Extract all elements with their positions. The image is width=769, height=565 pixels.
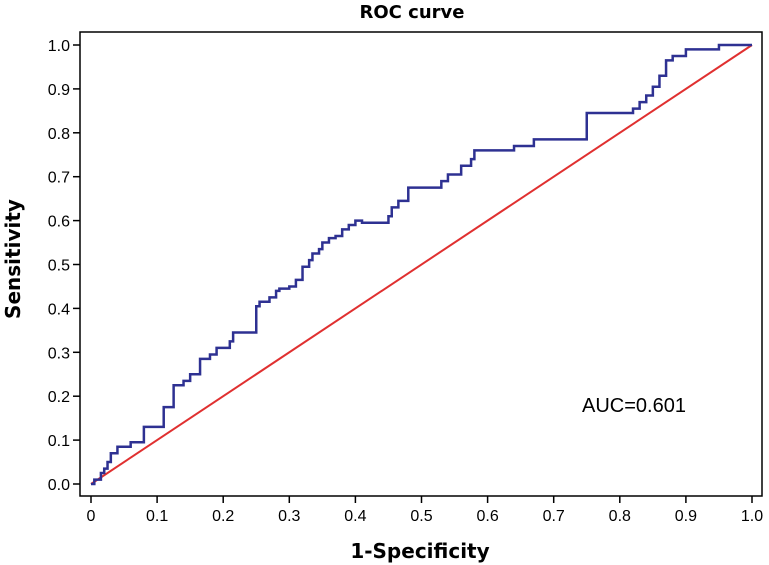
chart-title: ROC curve <box>360 2 465 23</box>
y-axis-ticks: 0.0 0.1 0.2 0.3 0.4 0.5 0.6 0.7 0.8 0.9 1.0 <box>48 38 80 494</box>
x-tick-label: 0.2 <box>212 508 234 525</box>
y-tick-label: 1.0 <box>48 38 70 55</box>
x-axis-label: 1-Specificity <box>350 539 489 563</box>
x-tick-label: 0.1 <box>146 508 168 525</box>
y-tick-label: 0.9 <box>48 82 70 99</box>
y-tick-label: 0.2 <box>48 389 70 406</box>
x-tick-label: 0.6 <box>476 508 498 525</box>
x-tick-label: 0 <box>87 508 96 525</box>
x-axis-ticks: 0 0.1 0.2 0.3 0.4 0.5 0.6 0.7 0.8 0.9 1.0 <box>87 496 763 525</box>
y-tick-label: 0.5 <box>48 258 70 275</box>
y-tick-label: 0.4 <box>48 301 70 318</box>
reference-line <box>90 44 753 485</box>
x-tick-label: 1.0 <box>741 508 763 525</box>
x-tick-label: 0.9 <box>675 508 697 525</box>
y-tick-label: 0.1 <box>48 433 70 450</box>
y-axis-label: Sensitivity <box>1 199 25 319</box>
x-tick-label: 0.7 <box>543 508 565 525</box>
x-tick-label: 0.5 <box>410 508 432 525</box>
y-tick-label: 0.7 <box>48 170 70 187</box>
auc-annotation: AUC=0.601 <box>582 395 686 417</box>
roc-curve-line <box>91 43 752 486</box>
y-tick-label: 0.0 <box>48 477 70 494</box>
y-tick-label: 0.6 <box>48 214 70 231</box>
y-tick-label: 0.3 <box>48 345 70 362</box>
y-tick-label: 0.8 <box>48 126 70 143</box>
x-tick-label: 0.3 <box>278 508 300 525</box>
x-tick-label: 0.4 <box>344 508 366 525</box>
x-tick-label: 0.8 <box>609 508 631 525</box>
